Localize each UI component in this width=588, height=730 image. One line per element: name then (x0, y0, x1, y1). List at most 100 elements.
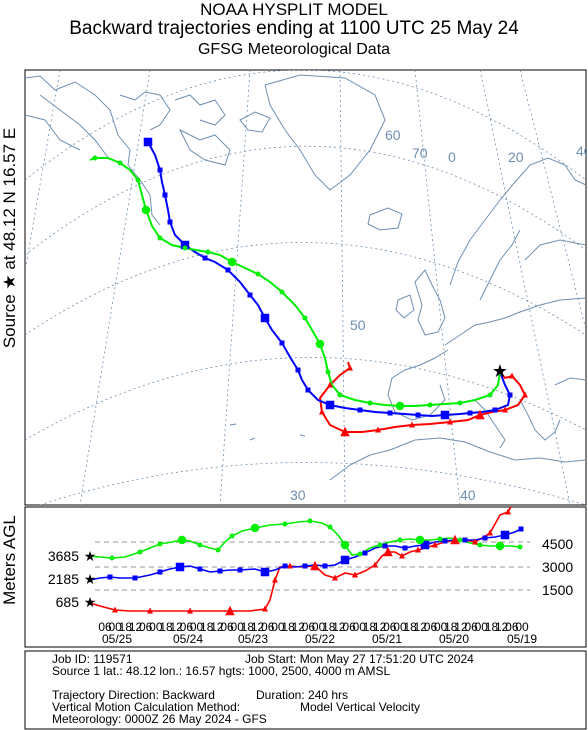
job-id: Job ID: 119571 (52, 652, 133, 666)
hour-label: 12 (414, 620, 428, 634)
source-star-icon: ★ (492, 361, 508, 381)
profile-685m-marker (472, 538, 478, 545)
profile-685m-marker (432, 541, 438, 548)
trajectory-3685m-marker (227, 257, 237, 267)
hour-label: 00 (353, 620, 367, 634)
profile-3685m-marker (215, 547, 221, 553)
height-tick-label: 3000 (542, 559, 573, 575)
hour-label: 12 (210, 620, 224, 634)
coastlines (25, 74, 586, 481)
hour-axis: 0600181206001812060018120600181206001812… (98, 620, 529, 634)
profile-685m-marker (415, 546, 421, 553)
profile-2185m-marker (420, 540, 430, 550)
trajectory-685m-marker (447, 418, 453, 425)
trajectory-3685m-marker (395, 401, 405, 411)
source-height-label: 685 (56, 594, 80, 610)
profile-2185m-marker (197, 566, 203, 572)
trajectory-3685m-marker (427, 402, 433, 408)
profile-3685m-marker (357, 551, 363, 557)
profile-2185m-marker (282, 563, 288, 569)
hour-label: 06 (505, 620, 519, 634)
trajectory-685m-marker (509, 372, 515, 379)
source-star-3685-icon: ★ (84, 548, 97, 564)
source-star-685-icon: ★ (84, 594, 97, 610)
hour-label: 18 (403, 620, 417, 634)
trajectory-3685m-marker (315, 339, 325, 349)
hour-label: 06 (180, 620, 194, 634)
profile-3685m-marker (282, 521, 288, 527)
trajectory-2185m-marker (162, 192, 168, 198)
trajectory-3685m-marker (205, 249, 211, 255)
trajectory-3685m (89, 157, 501, 407)
trajectory-685m-marker (327, 381, 333, 388)
trajectory-2185m-marker (305, 387, 311, 393)
hour-label: 06 (220, 620, 234, 634)
source-height-label: 2185 (48, 571, 79, 587)
profile-2185m-marker (482, 535, 488, 541)
source-height-label: 3685 (48, 548, 79, 564)
profile-685m-marker (505, 508, 511, 515)
profile-3685m-marker (495, 541, 505, 551)
profile-685m-marker (332, 574, 338, 581)
hour-label: 18 (485, 620, 499, 634)
trajectory-2185m-marker (260, 313, 270, 323)
profile-3685m-marker (177, 535, 187, 545)
hour-label: 12 (129, 620, 143, 634)
hour-label: 18 (281, 620, 295, 634)
profile-685m-marker (225, 605, 235, 616)
trajectory-3685m-marker (279, 289, 285, 295)
profile-685m-marker (310, 560, 320, 571)
trajectory-2185m-marker (440, 410, 450, 420)
trajectory-685m-marker (347, 364, 353, 371)
trajectory-3685m-marker (487, 392, 493, 398)
trajectory-2185m-marker (247, 292, 253, 298)
meteorology-title: GFSG Meteorological Data (197, 41, 391, 58)
hour-label: 18 (200, 620, 214, 634)
trajectory-2185m-marker (325, 400, 335, 410)
trajectory-685m-marker (340, 426, 350, 437)
trajectory-3685m-marker (457, 400, 463, 406)
date-label: 05/23 (238, 632, 268, 646)
profile-2185m-marker (157, 569, 163, 575)
hour-label: 06 (98, 620, 112, 634)
trajectory-3685m-marker (141, 205, 151, 215)
profile-3685m-marker (137, 549, 143, 555)
trajectory-lines: ★ (89, 137, 528, 437)
height-tick-label: 4500 (542, 536, 573, 552)
trajectory-685m-marker (502, 406, 508, 413)
profile-2185m-marker (462, 537, 468, 543)
hour-label: 06 (261, 620, 275, 634)
profile-685m-marker (187, 607, 193, 614)
profile-3685m-marker (477, 542, 483, 548)
profile-2185m-marker (500, 530, 510, 540)
hour-label: 00 (312, 620, 326, 634)
grid-label: 70 (412, 145, 428, 161)
trajectory-3685m-marker (255, 271, 261, 277)
profile-2185m-marker (362, 550, 368, 556)
trajectory-2185m-marker (387, 410, 393, 416)
trajectory-3685m-marker (337, 392, 343, 398)
profile-2185m-marker (322, 563, 328, 569)
vertical-motion-method: Vertical Motion Calculation Method: (52, 700, 241, 714)
profile-3685m-marker (307, 518, 313, 524)
trajectory-3685m-marker (182, 245, 188, 251)
trajectory-685m-marker (409, 421, 415, 428)
vertical-motion-value: Model Vertical Velocity (300, 700, 421, 714)
height-tick-label: 1500 (542, 582, 573, 598)
profile-2185m-marker (107, 574, 113, 580)
trajectory-2185m-marker (279, 340, 285, 346)
date-label: 05/24 (173, 632, 203, 646)
profile-2185m-marker (302, 563, 308, 569)
hour-label: 06 (302, 620, 316, 634)
source-star-2185-icon: ★ (84, 571, 97, 587)
trajectory-3685m-marker (117, 160, 123, 166)
meteorology-source: Meteorology: 0000Z 26 May 2024 - GFS (52, 712, 267, 726)
trajectory-2185m-marker (202, 255, 208, 261)
profile-3685m-marker (229, 533, 235, 539)
hour-label: 00 (475, 620, 489, 634)
profile-3685m-marker (197, 542, 203, 548)
grid-label: 0 (448, 149, 456, 165)
trajectory-2185m-marker (467, 410, 473, 416)
profile-2185m-marker (217, 568, 223, 574)
profile-3685m-marker (517, 544, 523, 550)
